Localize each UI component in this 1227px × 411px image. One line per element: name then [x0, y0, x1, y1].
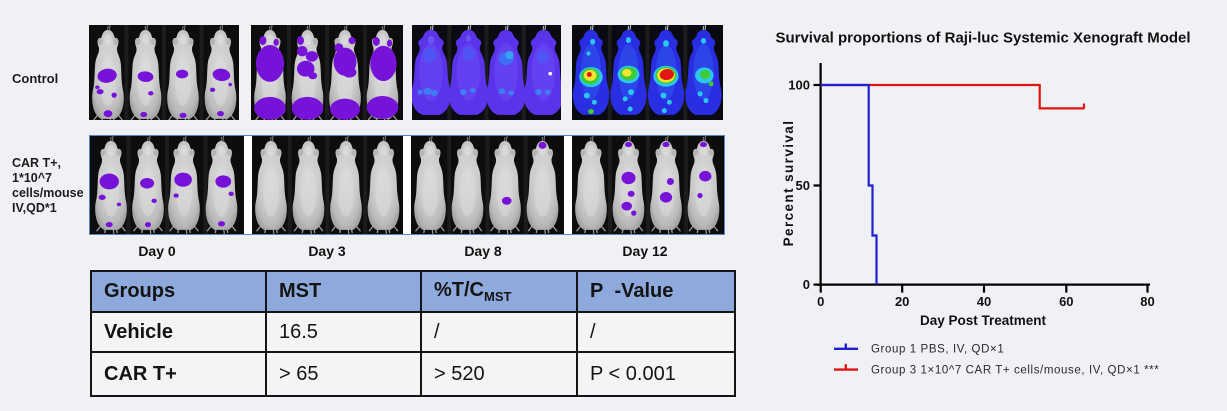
svg-text:Survival proportions of Raji-l: Survival proportions of Raji-luc Systemi…: [775, 30, 1190, 47]
svg-text:60: 60: [1059, 294, 1073, 309]
svg-text:80: 80: [1140, 294, 1154, 309]
svg-text:Group 3 1×10^7 CAR T+ cells/mo: Group 3 1×10^7 CAR T+ cells/mouse, IV, Q…: [871, 364, 1159, 376]
svg-text:40: 40: [977, 294, 991, 309]
svg-text:100: 100: [788, 78, 810, 93]
svg-text:Percent survival: Percent survival: [781, 120, 796, 247]
svg-text:Day Post Treatment: Day Post Treatment: [920, 313, 1047, 328]
svg-text:Group 1 PBS, IV, QD×1: Group 1 PBS, IV, QD×1: [871, 344, 1004, 356]
svg-text:50: 50: [796, 178, 810, 193]
svg-text:0: 0: [803, 277, 810, 292]
svg-text:20: 20: [895, 294, 909, 309]
svg-text:0: 0: [817, 294, 824, 309]
